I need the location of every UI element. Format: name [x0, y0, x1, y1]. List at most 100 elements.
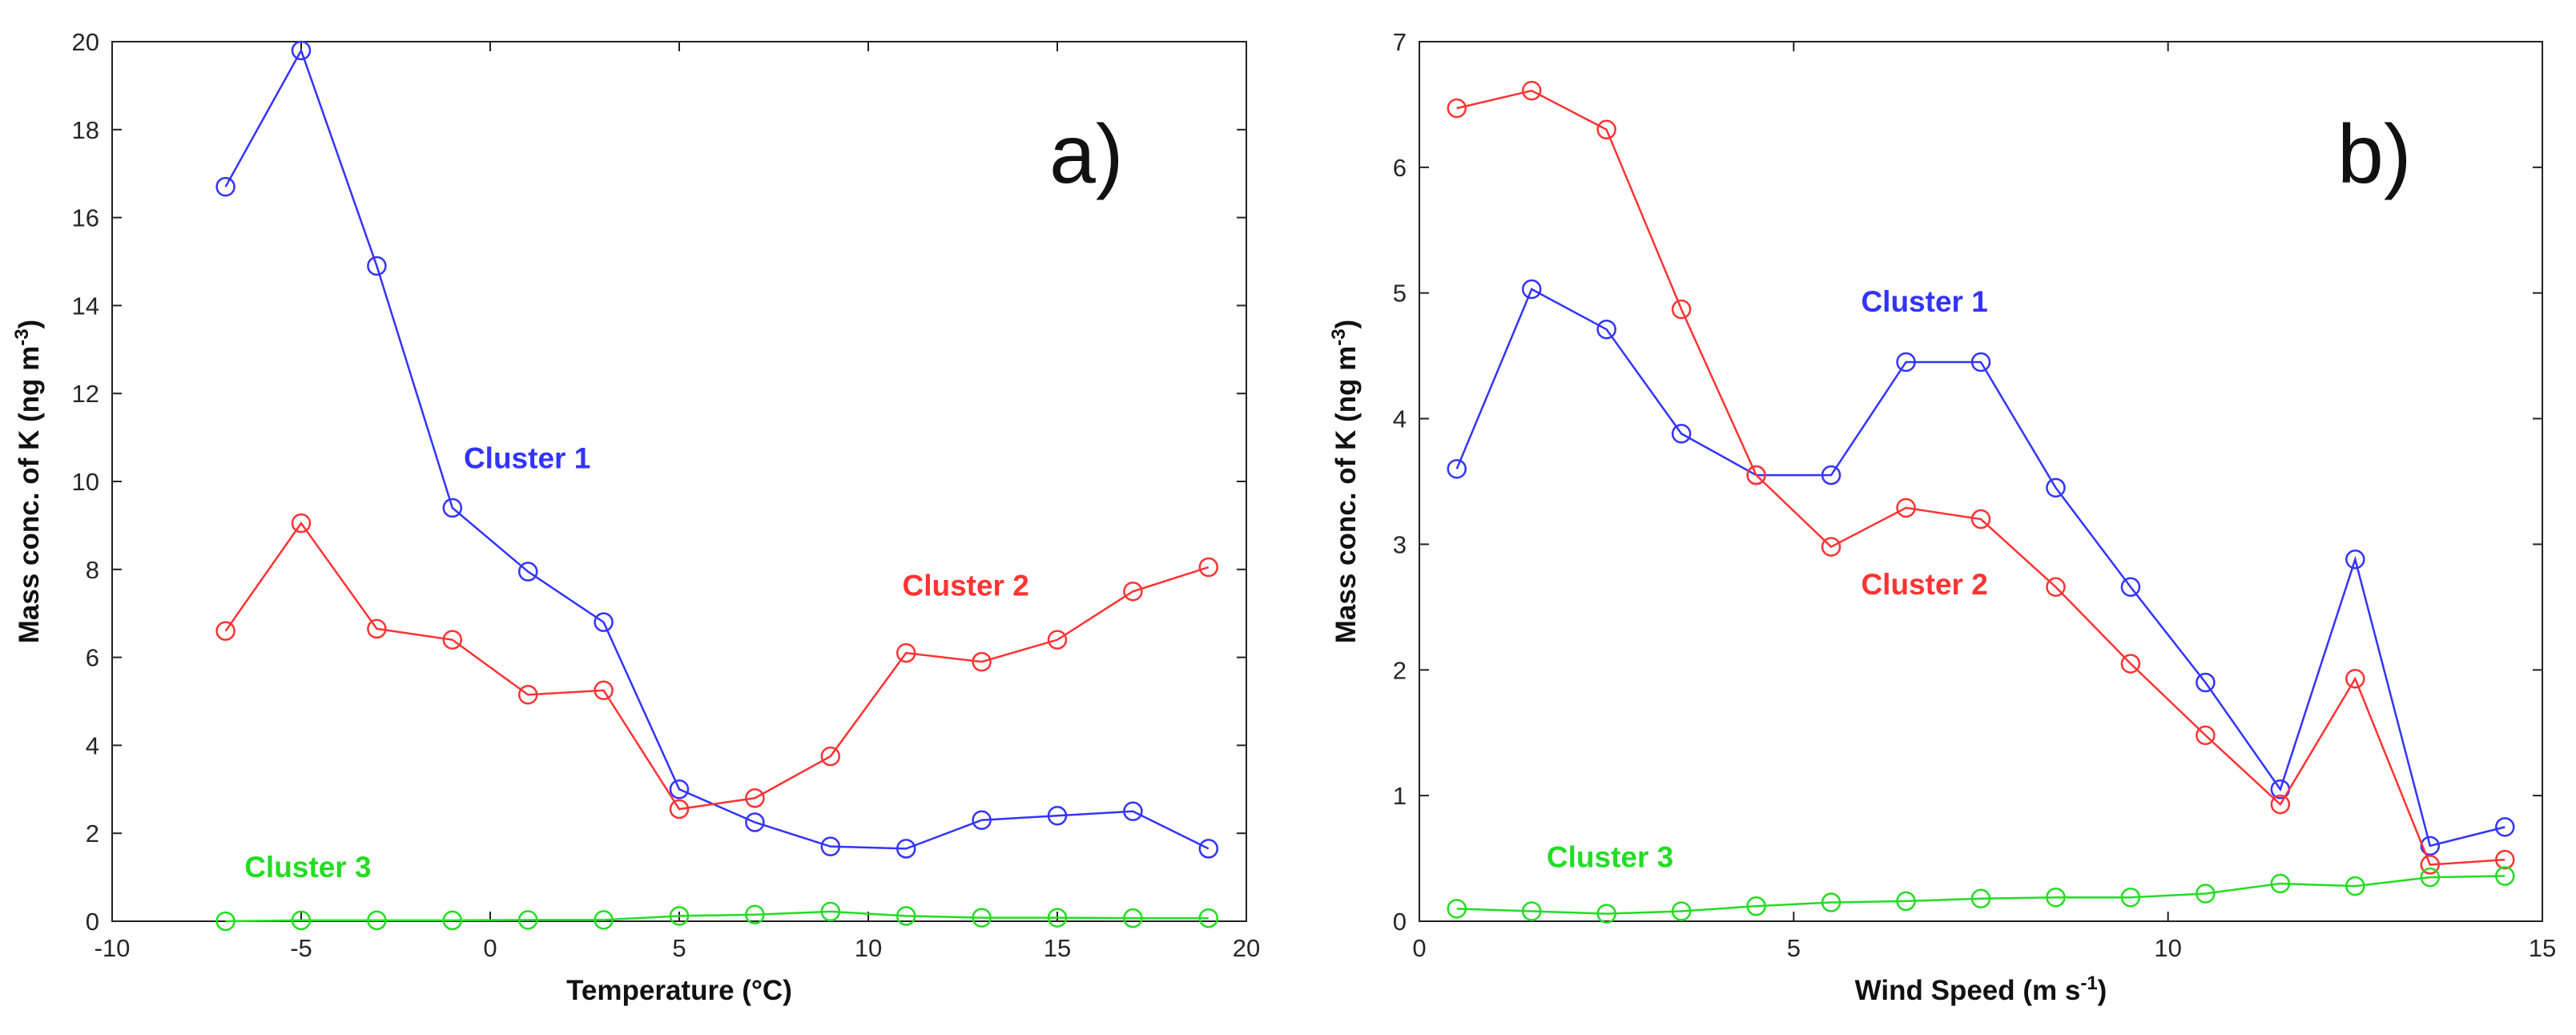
- a-data-point-cluster-2: [669, 799, 690, 820]
- b-data-point-cluster-2: [1447, 98, 1467, 119]
- panel-a-temperature-chart: -10 -5 0 5 10 15 20 0 2 4 6 8 10 12 14 16 18 20 Mass conc.…: [11, 28, 1260, 1006]
- a-x-tick-label: 5: [672, 934, 686, 962]
- a-series-cluster-3: Cluster 3: [215, 851, 1219, 932]
- a-y-tick-label: 16: [72, 204, 99, 232]
- a-data-point-cluster-3: [1198, 908, 1219, 928]
- b-data-point-cluster-3: [1821, 892, 1841, 912]
- a-series-line-cluster-1: [224, 47, 1210, 850]
- a-x-tick-label: 10: [855, 934, 882, 962]
- b-x-tick-label: 10: [2154, 934, 2181, 962]
- b-data-point-cluster-3: [2345, 876, 2365, 896]
- a-data-point-cluster-2: [215, 621, 235, 641]
- b-series-cluster-1: Cluster 1: [1447, 279, 2515, 856]
- a-data-point-cluster-2: [1123, 582, 1143, 602]
- a-data-point-cluster-3: [669, 906, 690, 926]
- b-data-point-cluster-2: [1596, 119, 1616, 140]
- a-series-cluster-1: Cluster 1: [215, 40, 1219, 859]
- panel-b-wind-speed-chart: 0 5 10 15 0 1 2 3 4 5 6 7 Mass conc. of K (ng m-3) Wi…: [1328, 28, 2556, 1006]
- a-data-point-cluster-2: [1047, 630, 1068, 650]
- a-y-tick-label: 2: [86, 820, 99, 848]
- a-data-point-cluster-1: [896, 839, 916, 859]
- b-data-point-cluster-1: [1821, 465, 1841, 485]
- b-data-point-cluster-3: [2420, 867, 2441, 888]
- b-data-point-cluster-3: [2495, 866, 2515, 886]
- a-x-tick-label: 15: [1044, 934, 1071, 962]
- a-series-line-cluster-3: [225, 910, 1209, 923]
- b-x-axis-title: Wind Speed (m s-1): [1855, 973, 2107, 1006]
- a-data-point-cluster-1: [517, 562, 538, 582]
- a-y-axis-title: Mass conc. of K (ng m-3): [11, 320, 45, 643]
- a-data-point-cluster-3: [896, 906, 916, 926]
- b-data-point-cluster-3: [1970, 888, 1991, 909]
- b-y-tick-label: 6: [1393, 154, 1407, 182]
- a-panel-label: a): [1049, 108, 1123, 201]
- b-y-tick-label: 7: [1393, 28, 1407, 56]
- b-y-ticks: 0 1 2 3 4 5 6 7: [1393, 28, 2542, 936]
- a-y-tick-label: 8: [86, 556, 99, 584]
- a-series-label-cluster-3: Cluster 3: [244, 851, 371, 884]
- a-y-tick-label: 4: [86, 731, 99, 759]
- b-data-point-cluster-1: [2420, 836, 2441, 856]
- a-x-tick-label: -10: [95, 934, 131, 962]
- a-data-point-cluster-3: [1123, 908, 1143, 928]
- b-data-point-cluster-3: [2196, 884, 2216, 904]
- a-data-point-cluster-3: [442, 910, 463, 931]
- b-data-point-cluster-1: [1896, 352, 1916, 373]
- a-data-point-cluster-1: [820, 836, 841, 856]
- a-data-point-cluster-2: [594, 680, 614, 701]
- b-y-tick-label: 3: [1393, 530, 1407, 558]
- b-y-tick-label: 2: [1393, 656, 1407, 684]
- a-x-ticks: -10 -5 0 5 10 15 20: [95, 42, 1260, 962]
- a-plot-frame: [111, 41, 1247, 922]
- b-data-point-cluster-2: [1671, 299, 1692, 320]
- a-data-point-cluster-1: [1123, 801, 1143, 821]
- b-data-point-cluster-3: [1596, 904, 1616, 924]
- b-data-point-cluster-1: [2120, 577, 2141, 598]
- a-data-point-cluster-3: [972, 908, 992, 928]
- a-data-point-cluster-1: [745, 812, 765, 832]
- b-data-point-cluster-1: [1671, 424, 1692, 444]
- b-data-point-cluster-3: [1746, 896, 1766, 916]
- b-series-line-cluster-1: [1455, 288, 2506, 848]
- a-y-ticks: 0 2 4 6 8 10 12 14 16 18 20: [72, 28, 1246, 936]
- b-x-tick-label: 5: [1787, 934, 1801, 962]
- a-series-cluster-2: Cluster 2: [215, 513, 1219, 820]
- a-x-tick-label: 20: [1233, 934, 1260, 962]
- a-data-point-cluster-2: [291, 513, 312, 534]
- b-x-tick-label: 15: [2529, 934, 2556, 962]
- a-y-tick-label: 6: [86, 644, 99, 672]
- b-data-point-cluster-3: [1896, 891, 1916, 912]
- b-series-line-cluster-3: [1456, 875, 2506, 915]
- a-data-point-cluster-1: [442, 497, 463, 518]
- b-data-point-cluster-1: [2495, 817, 2515, 837]
- b-data-point-cluster-2: [2420, 855, 2441, 875]
- a-data-point-cluster-2: [820, 746, 841, 767]
- b-y-tick-label: 4: [1393, 405, 1407, 433]
- b-data-point-cluster-2: [1970, 509, 1991, 530]
- b-data-point-cluster-3: [2046, 887, 2066, 908]
- a-series-label-cluster-2: Cluster 2: [902, 570, 1028, 602]
- a-data-point-cluster-3: [1047, 908, 1068, 928]
- a-data-point-cluster-3: [745, 904, 765, 925]
- b-data-point-cluster-2: [2345, 669, 2365, 689]
- b-data-point-cluster-2: [1896, 497, 1916, 518]
- b-series-label-cluster-3: Cluster 3: [1547, 841, 1673, 874]
- b-data-point-cluster-2: [2270, 794, 2291, 815]
- a-data-point-cluster-1: [367, 256, 387, 276]
- a-data-point-cluster-3: [215, 911, 235, 932]
- a-data-point-cluster-2: [517, 685, 538, 705]
- b-series-label-cluster-2: Cluster 2: [1861, 568, 1987, 601]
- a-data-point-cluster-3: [367, 910, 387, 931]
- b-series-label-cluster-1: Cluster 1: [1861, 285, 1987, 318]
- a-y-tick-label: 20: [72, 28, 99, 56]
- b-data-point-cluster-1: [2196, 672, 2216, 693]
- b-series-cluster-3: Cluster 3: [1447, 841, 2515, 924]
- a-data-point-cluster-1: [1047, 805, 1068, 826]
- a-data-point-cluster-3: [594, 910, 614, 930]
- a-data-point-cluster-3: [517, 910, 538, 930]
- b-data-point-cluster-1: [2046, 477, 2066, 498]
- b-panel-label: b): [2337, 108, 2411, 201]
- a-y-tick-label: 14: [72, 292, 99, 320]
- a-data-point-cluster-2: [367, 618, 387, 639]
